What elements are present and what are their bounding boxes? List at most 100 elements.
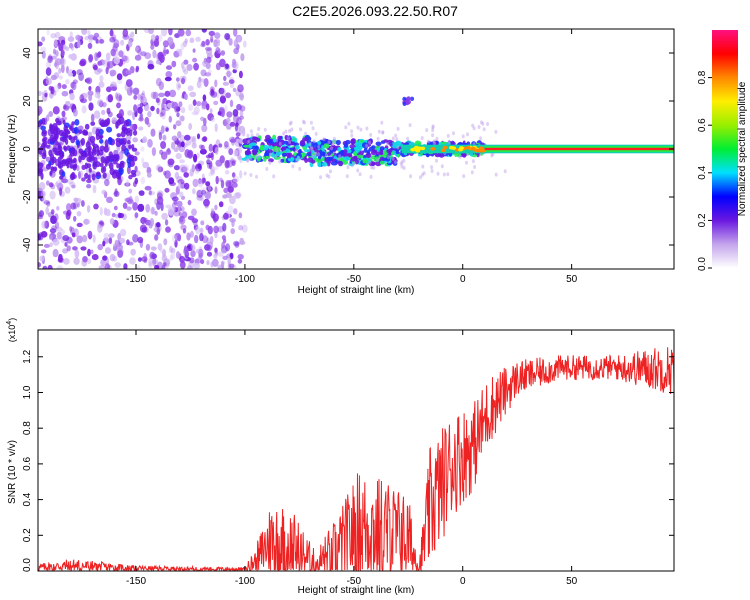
spectrogram-cell [208,172,213,177]
spectrogram-cell [53,249,59,256]
spectrogram-cell [249,129,253,134]
spectrogram-cell [440,148,446,153]
spectrogram-cell [180,224,187,231]
spectrogram-cell [91,254,99,261]
spectrogram-cell [494,129,498,134]
spectrogram-cell [68,54,73,59]
spectrogram-cell [369,132,373,137]
spectrogram-cell [57,161,62,169]
spectrogram-cell [219,95,226,104]
spectrogram-cell [125,69,133,75]
spectrogram-cell [141,157,145,164]
spectrogram-cell [102,240,106,247]
spectrogram-cell [338,154,342,159]
spectrogram-cell [88,54,94,63]
spectrogram-cell [461,134,465,139]
spectrogram-cell [447,139,451,144]
spectrogram-cell [310,147,314,151]
spectrogram-cell [135,46,139,53]
spectrogram-cell [452,131,455,136]
spectrogram-cell [314,131,318,136]
spectrogram-cell [221,241,226,249]
spectrogram-cell [162,40,169,48]
spectrogram-cell [229,121,236,127]
spectrogram-cell [188,104,194,111]
spectrogram-cell [198,178,202,185]
spectrogram-cell [231,178,238,184]
spectrogram-cell [396,145,400,150]
spectrogram-cell [372,150,377,154]
spectrogram-cell [181,211,188,219]
spectrogram-ylabel: Frequency (Hz) [7,115,18,184]
spectrogram-cell [238,225,244,231]
spectrogram-cell [216,90,220,99]
spectrogram-cell [180,141,185,148]
spectrogram-cell [201,40,206,47]
spectrogram-cell [148,29,154,35]
spectrogram-cell [134,54,142,61]
spectrogram-cell [173,200,178,205]
spectrogram-cell [198,248,204,258]
spectrogram-cell [127,110,133,116]
spectrogram-cell [203,78,209,87]
spectrogram-cell [76,222,83,228]
spectrogram-cell [152,49,157,59]
spectrogram-cell [312,139,316,144]
spectrogram-cell [356,125,360,130]
spectrogram-cell [51,225,57,230]
spectrogram-cell [121,144,127,152]
spectrogram-cell [40,231,48,238]
spectrogram-cell [207,113,214,121]
spectrogram-cell [150,44,155,50]
spectrogram-cell [379,160,385,165]
spectrogram-cell [81,29,88,35]
spectrogram-cell [148,257,153,267]
spectrogram-cell [114,262,121,268]
spectrogram-cell [406,136,410,141]
spectrogram-cell [304,131,308,136]
spectrogram-cell [162,39,170,47]
spectrogram-cell [58,67,62,74]
spectrogram-cell [116,163,120,169]
spectrogram-cell [116,102,121,109]
spectrogram-cell [104,247,112,254]
spectrogram-cell [77,39,81,49]
spectrogram-cell [430,147,436,151]
spectrogram-cell [193,62,200,71]
spectrogram-cell [102,165,107,173]
spectrogram-cell [84,162,89,170]
spectrogram-cell [262,144,269,151]
spectrogram-cell [125,135,132,141]
spectrogram-cell [71,184,76,189]
spectrogram-cell [365,143,369,148]
spectrogram-cell [210,116,216,123]
spectrogram-cell [126,139,131,145]
spectrogram-cell [304,157,309,163]
spectrogram-cell [185,29,192,37]
spectrogram-cell [203,198,210,207]
spectrogram-cell [246,133,250,138]
spectrogram-cell [274,154,278,159]
spectrogram-cell [118,50,124,58]
spectrogram-cell [93,203,99,210]
spectrogram-cell [233,208,238,215]
spectrogram-cell [116,93,122,102]
spectrogram-cell [180,206,185,212]
spectrogram-cell [237,84,244,93]
spectrogram-cell [143,252,147,261]
spectrogram-cell [128,129,133,137]
spectrogram-cell [115,153,120,162]
spectrogram-cell [238,212,243,219]
spectrogram-cell [88,93,93,102]
spectrogram-cell [223,212,229,220]
spectrogram-cell [235,132,241,137]
spectrogram-cell [395,137,399,142]
spectrogram-cell [97,99,104,107]
spectrogram-cell [243,144,251,148]
spectrogram-cell [158,81,164,90]
spectrogram-cell [358,172,362,177]
spectrogram-cell [202,94,207,102]
spectrogram-cell [143,29,151,34]
spectrogram-cell [235,122,239,127]
spectrogram-cell [263,157,267,162]
